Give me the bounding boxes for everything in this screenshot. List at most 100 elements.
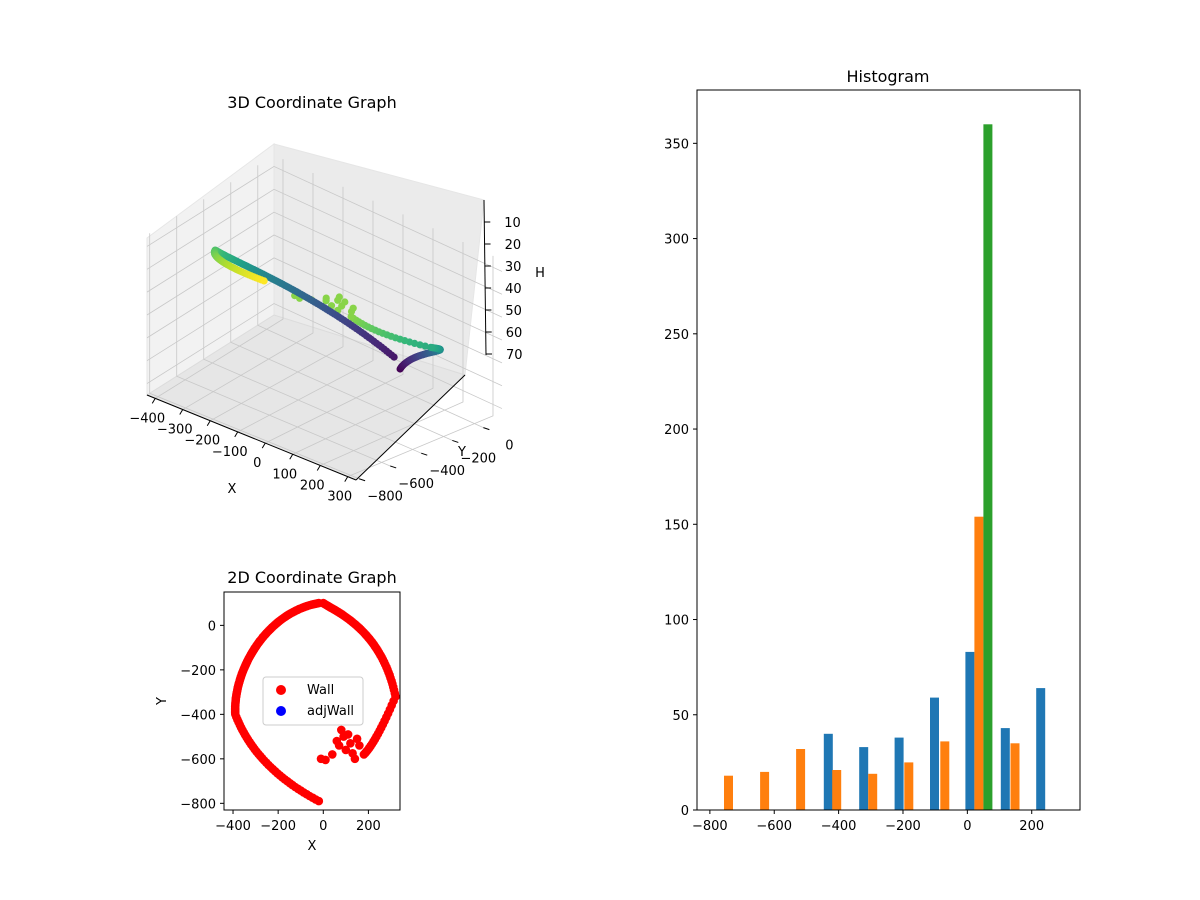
2d-plot-frame [223,591,401,811]
grid-x-2 [210,186,344,422]
3d-y-axis-line [355,374,466,481]
wall-point-216 [337,725,346,735]
z3d-tick-label-1: 20 [505,238,522,253]
3d-x-axis-line [146,394,357,481]
yh-tick-label-1: 50 [672,709,689,724]
y3d-tick-1 [452,439,459,443]
x3d-tick-label-5: 100 [272,467,297,482]
grid-x-3 [237,200,374,433]
point-3d-94 [322,297,330,305]
bar-s1-4 [868,773,878,810]
bar-s1-8 [1010,743,1020,810]
bar-s0-4 [965,651,975,810]
histogram-bars [724,124,1046,811]
grid-z-4 [146,211,503,318]
x2d-tick-label-0: −400 [215,819,251,834]
x3d-tick-2 [206,420,211,426]
wall-point-219 [346,739,355,748]
bar-s0-1 [859,747,869,810]
yh-tick-label-4: 200 [664,423,689,438]
grid-y-4 [149,233,360,480]
histogram-ticks: −800 −600 −400 −200 0 200 0 50 100 150 200 250 300 35… [664,137,1044,834]
legend-label-adjwall: adjWall [307,704,354,719]
y3d-tick-label-4: −800 [367,490,403,505]
2d-y-axis-label: Y [155,697,170,706]
wall-point-213 [321,755,330,765]
grid-y-2 [203,199,422,454]
3d-z-axis-label: H [535,266,545,281]
y2d-tick-label-0: 0 [208,619,216,634]
wall-point-220 [341,745,351,755]
z3d-tick-label-4: 50 [505,304,522,319]
grid-x-0 [155,159,284,399]
bar-s1-3 [832,770,842,810]
xh-tick-label-0: −800 [692,819,728,834]
x3d-tick-label-6: 200 [300,478,325,493]
bar-s0-2 [894,737,904,810]
bar-s0-6 [1036,688,1046,810]
bar-s1-2 [796,749,806,810]
xh-tick-label-4: 0 [963,819,971,834]
y3d-tick-2 [421,452,428,456]
y3d-tick-label-3: −600 [398,477,434,492]
grid-x-7 [347,255,494,478]
y2d-tick-label-4: −800 [180,797,216,812]
z3d-tick-label-6: 70 [506,348,523,363]
histogram-plot-frame [696,89,1081,811]
x3d-tick-label-7: 300 [327,490,352,505]
y3d-tick-label-0: 0 [505,439,513,454]
bar-s2-0 [983,124,993,811]
wall-point-211 [314,796,324,806]
2d-x-axis-label: X [308,839,317,854]
3d-axis-lines [146,199,487,481]
x3d-tick-label-2: −200 [184,434,220,449]
3d-x-axis-label: X [228,482,237,497]
x3d-tick-label-4: 0 [253,456,261,471]
wall-point-80 [359,750,369,759]
x2d-tick-label-2: 0 [319,819,327,834]
yh-tick-label-3: 150 [664,518,689,533]
x3d-tick-1 [179,409,184,415]
point-3d-60 [427,343,435,351]
z3d-tick-label-5: 60 [506,326,523,341]
x3d-tick-3 [234,431,239,438]
xh-tick-label-1: −600 [756,819,792,834]
2d-chart-title: 2D Coordinate Graph [227,568,396,587]
grid-y-3 [176,216,391,467]
bar-s1-0 [724,775,733,810]
2d-ticks: −400 −200 0 200 0 −200 −400 −600 −800 [180,619,381,834]
legend-label-wall: Wall [307,683,334,698]
2d-point-series [230,598,400,806]
grid-x-1 [182,172,314,410]
wall-point-218 [343,730,353,739]
grid-x-5 [292,228,434,455]
y3d-tick-3 [390,465,397,469]
y2d-tick-label-2: −400 [180,708,216,723]
wall-point-223 [355,741,364,750]
grid-z-2 [146,257,503,364]
grid-y-1 [230,182,453,441]
wall-point-222 [352,734,362,744]
2d-coordinate-graph: 2D Coordinate Graph −400 −200 0 2000−200−40… [155,568,401,854]
xh-tick-label-3: −200 [885,819,921,834]
x3d-tick-7 [344,476,349,482]
bar-s1-1 [760,771,770,810]
histogram-title: Histogram [847,67,930,86]
yh-tick-label-6: 300 [664,233,689,248]
x3d-tick-6 [316,465,321,471]
yh-tick-label-2: 100 [664,614,689,629]
x3d-tick-4 [261,442,266,449]
y3d-tick-0 [483,427,490,431]
yh-tick-label-0: 0 [681,804,689,819]
grid-x-6 [320,242,464,466]
y2d-tick-label-1: −200 [180,664,216,679]
point-3d-92 [347,307,356,316]
3d-y-axis-label: Y [457,445,466,460]
bar-s1-5 [904,762,914,810]
legend-frame [262,676,364,726]
bar-s0-5 [1000,728,1010,810]
2d-legend: Wall adjWall [262,676,364,726]
grid-z-3 [146,234,503,341]
y3d-tick-4 [358,478,366,482]
